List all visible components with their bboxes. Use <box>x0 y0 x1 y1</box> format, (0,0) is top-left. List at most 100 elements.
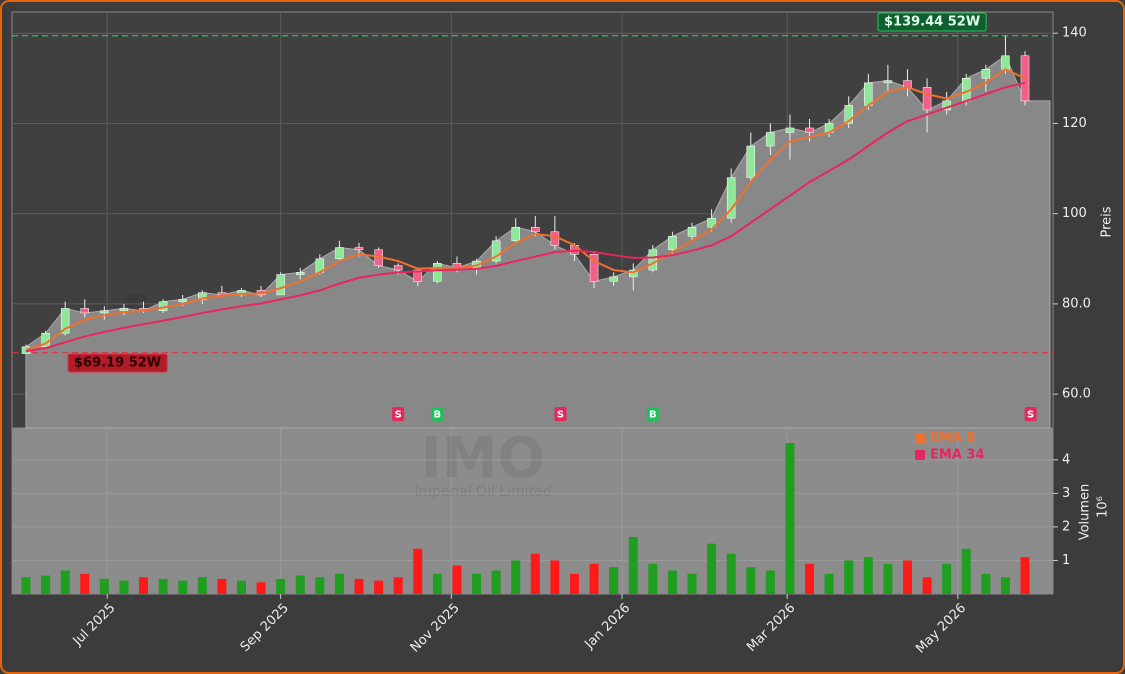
volume-bar <box>746 567 756 594</box>
symbol: IMO <box>421 426 545 491</box>
company: Imperial Oil Limited <box>414 484 551 500</box>
volume-bar <box>178 580 188 594</box>
annotation-box <box>877 12 987 32</box>
candle-body <box>726 177 736 219</box>
candle-body <box>785 127 795 133</box>
volume-bar <box>922 577 932 594</box>
signal-marker <box>431 407 444 421</box>
candle-body <box>354 247 364 251</box>
volume-bar <box>80 573 90 594</box>
candle-body <box>335 247 344 260</box>
volume-bar <box>334 573 344 594</box>
candle-body <box>80 308 90 314</box>
volume-label: Volumen <box>1078 484 1093 541</box>
volume-bar <box>687 573 697 594</box>
candle-body <box>981 69 991 79</box>
volume-bar <box>315 577 325 594</box>
volume-bar <box>902 560 912 594</box>
volume-bar <box>863 557 873 594</box>
candle-body <box>119 308 129 311</box>
legend-label: EMA 34 <box>930 448 985 463</box>
volume-bar <box>139 577 149 594</box>
volume-bar <box>805 563 815 594</box>
candle-body <box>295 272 305 275</box>
signal-marker <box>554 407 567 421</box>
candle-body <box>393 265 403 271</box>
legend-swatch <box>915 450 925 460</box>
candle-body <box>413 269 423 282</box>
signal-marker <box>1024 407 1037 421</box>
y-tick-label: 2 <box>1062 519 1070 534</box>
annotation: $69.19 52W <box>67 353 168 373</box>
candle-body <box>178 299 187 302</box>
legend-label: EMA 8 <box>930 431 975 446</box>
volume-bar <box>1020 557 1030 594</box>
annotation: $139.44 52W <box>877 12 987 32</box>
volume-bar <box>256 582 266 594</box>
ema-line <box>25 81 1026 353</box>
y-tick-label: 3 <box>1062 486 1070 501</box>
candle-body <box>864 82 873 106</box>
volume-bar <box>550 560 560 594</box>
annotation-box <box>67 353 168 373</box>
ema-line <box>25 68 1026 351</box>
candle-body <box>628 269 638 278</box>
candle-body <box>609 276 618 282</box>
candle-body <box>589 254 599 282</box>
volume-bar <box>824 573 834 594</box>
volume-bar <box>60 570 70 594</box>
signal-marker <box>646 407 659 421</box>
volume-bar <box>354 578 364 594</box>
volume-unit: 10⁶ <box>1096 496 1111 518</box>
annotation-label: $139.44 52W <box>884 15 980 30</box>
volume-bar <box>276 578 286 594</box>
signal-label: B <box>649 410 657 421</box>
volume-bar <box>41 575 51 594</box>
volume-bar <box>393 577 403 594</box>
volume-bar <box>844 560 854 594</box>
volume-bar <box>99 578 109 594</box>
volume-bar <box>785 443 795 594</box>
candle-body <box>60 308 70 334</box>
y-tick-label: 1 <box>1062 553 1070 568</box>
volume-bar <box>374 580 384 594</box>
volume-bar <box>569 573 579 594</box>
signal-label: S <box>1027 410 1034 421</box>
volume-bar <box>589 563 599 594</box>
candle-body <box>100 310 109 314</box>
volume-bar <box>1000 577 1010 594</box>
y-tick-label: 100 <box>1062 206 1087 221</box>
volume-bar <box>707 543 717 594</box>
volume-bar <box>765 570 775 594</box>
volume-bar <box>648 563 658 594</box>
candle-body <box>276 274 285 296</box>
candle-body <box>707 217 716 228</box>
volume-bar <box>413 548 423 594</box>
volume-bar <box>511 560 521 594</box>
y-tick-label: 140 <box>1062 26 1087 41</box>
signal-label: B <box>434 410 442 421</box>
candle-body <box>766 132 775 147</box>
volume-bar <box>883 563 893 594</box>
candle-body <box>648 249 658 271</box>
volume-bar <box>961 548 971 594</box>
candle-body <box>491 240 501 262</box>
volume-bar <box>472 573 482 594</box>
volume-bar <box>491 570 501 594</box>
signal-label: S <box>395 410 402 421</box>
candle-body <box>746 145 756 178</box>
candle-body <box>433 263 442 282</box>
candle-body <box>511 226 520 242</box>
candle-body <box>805 127 814 133</box>
candle-body <box>531 226 540 232</box>
volume-bar <box>432 573 442 594</box>
volume-bar <box>158 578 168 594</box>
volume-bar <box>21 577 31 594</box>
volume-bar <box>726 553 736 594</box>
volume-bar <box>981 573 991 594</box>
legend-swatch <box>915 433 925 443</box>
volume-bar <box>667 570 677 594</box>
signal-label: S <box>557 410 564 421</box>
volume-bar <box>197 577 207 594</box>
volume-bar <box>236 580 246 594</box>
